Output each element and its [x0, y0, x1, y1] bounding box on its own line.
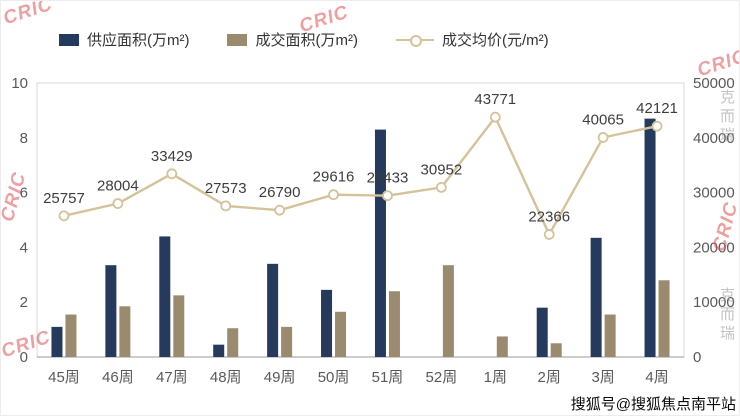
x-axis-label: 51周: [372, 369, 404, 386]
legend-label-deal: 成交面积(万m²): [255, 32, 358, 49]
supply-bar: [374, 129, 386, 357]
left-axis-tick: 0: [20, 349, 28, 366]
right-axis-tick: 40000: [693, 130, 735, 147]
x-axis-label: 4周: [645, 369, 668, 386]
price-marker: [166, 168, 178, 180]
caption-sohu: 搜狐号@搜狐焦点南平站: [570, 396, 736, 413]
supply-bar: [105, 265, 117, 357]
price-data-label: 22366: [528, 208, 570, 225]
right-axis-tick: 30000: [693, 185, 735, 202]
right-axis-tick: 50000: [693, 75, 735, 92]
price-data-label: 40065: [582, 111, 624, 128]
deal-bar: [442, 265, 454, 357]
deal-bar: [335, 311, 347, 357]
deal-bar: [65, 314, 77, 357]
price-data-label: 42121: [636, 100, 678, 117]
x-axis-label: 46周: [102, 369, 134, 386]
legend: 供应面积(万m²) 成交面积(万m²) 成交均价(元/m²): [59, 29, 549, 50]
supply-bar: [267, 263, 279, 357]
price-data-label: 29616: [313, 169, 355, 186]
left-axis-tick: 4: [20, 239, 28, 256]
supply-bar: [51, 326, 63, 357]
price-data-label: 25757: [43, 190, 85, 207]
legend-item-deal-area[interactable]: 成交面积(万m²): [227, 29, 358, 50]
deal-bar: [496, 336, 508, 357]
x-axis-label: 47周: [156, 369, 188, 386]
price-marker: [382, 190, 393, 202]
supply-bar: [159, 236, 171, 357]
right-axis-tick: 10000: [693, 294, 735, 311]
price-marker: [274, 204, 286, 216]
left-axis-tick: 2: [20, 294, 28, 311]
legend-label-price: 成交均价(元/m²): [441, 32, 549, 49]
price-marker: [651, 120, 663, 132]
right-axis-tick: 0: [693, 349, 701, 366]
supply-bar: [590, 237, 602, 357]
left-axis-tick: 6: [20, 185, 28, 202]
supply-bar: [213, 344, 225, 357]
supply-bar: [536, 307, 548, 357]
deal-bar: [173, 295, 185, 357]
price-line-swatch: [395, 34, 434, 47]
x-axis-label: 1周: [484, 369, 507, 386]
price-data-label: 28004: [97, 178, 139, 195]
x-axis-label: 45周: [48, 369, 80, 386]
price-marker: [58, 210, 70, 222]
price-line-swatch-circle: [409, 34, 422, 47]
deal-bar: [281, 326, 293, 357]
x-axis-label: 52周: [426, 369, 458, 386]
price-marker: [220, 200, 232, 212]
price-data-label: 27573: [205, 180, 247, 197]
left-axis-tick: 8: [20, 130, 28, 147]
price-data-label: 26790: [259, 184, 301, 201]
price-data-label: 30952: [421, 161, 463, 178]
price-marker: [328, 189, 339, 201]
deal-bar: [388, 291, 400, 357]
price-marker: [489, 111, 501, 123]
price-marker: [543, 229, 555, 240]
deal-bar: [658, 280, 670, 357]
x-axis-label: 50周: [318, 369, 350, 386]
x-axis-label: 48周: [210, 369, 242, 386]
deal-bar: [227, 328, 239, 357]
supply-bar: [321, 289, 333, 357]
price-data-label: 43771: [474, 91, 516, 108]
right-axis-tick: 20000: [693, 239, 735, 256]
x-axis-label: 2周: [538, 369, 561, 386]
price-data-label: 29433: [367, 170, 409, 187]
price-marker: [435, 181, 447, 193]
legend-label-supply: 供应面积(万m²): [87, 32, 190, 49]
price-marker: [112, 198, 124, 209]
price-marker: [597, 132, 609, 143]
deal-bar: [604, 314, 616, 357]
supply-bar: [644, 118, 656, 358]
left-axis-tick: 10: [11, 75, 28, 92]
deal-bar: [119, 306, 131, 357]
deal-swatch: [227, 33, 248, 46]
x-axis-label: 49周: [264, 369, 296, 386]
price-data-label: 33429: [151, 148, 193, 165]
legend-item-avg-price[interactable]: 成交均价(元/m²): [395, 29, 549, 50]
legend-item-supply-area[interactable]: 供应面积(万m²): [59, 29, 189, 50]
price-line: [63, 114, 658, 238]
deal-bar: [550, 343, 562, 357]
x-axis-label: 3周: [591, 369, 614, 386]
supply-swatch: [59, 33, 79, 46]
